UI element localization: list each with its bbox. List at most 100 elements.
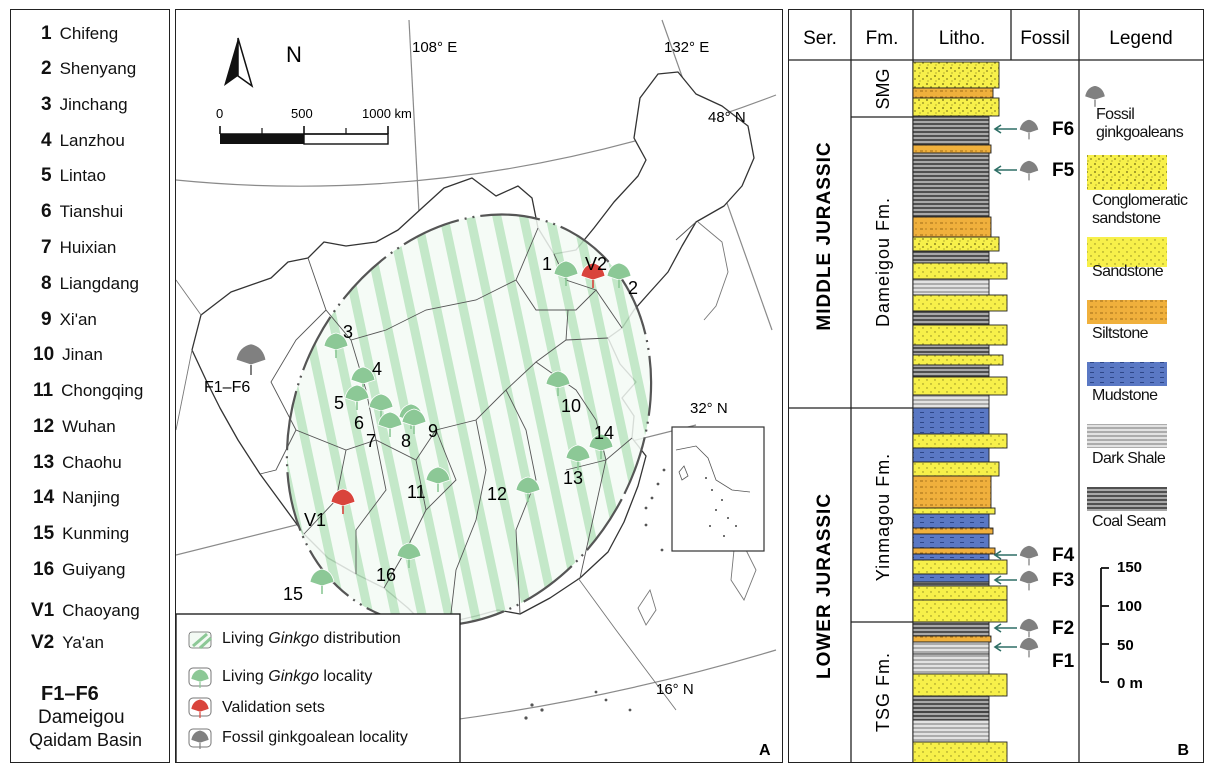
fossil-entry-basin: Qaidam Basin xyxy=(29,730,143,750)
bed-shale xyxy=(912,719,990,743)
series-lower-jurassic: LOWER JURASSIC xyxy=(814,493,835,679)
fossil-ginkgoalean-icon xyxy=(1019,618,1039,639)
site-label: 2 xyxy=(628,278,638,298)
fossil-arrow xyxy=(993,642,1017,652)
series-middle-jurassic: MIDDLE JURASSIC xyxy=(814,141,835,330)
thickness-tick: 100 xyxy=(1117,598,1142,615)
map-panel: N 0 500 1000 km 108° E 132° E 48° N 32° … xyxy=(175,9,783,763)
site-label: 7 xyxy=(366,431,376,451)
legend-label-shale: Dark Shale xyxy=(1092,450,1166,467)
north-label: N xyxy=(286,42,302,67)
site-label: 11 xyxy=(407,482,426,502)
bed-coal xyxy=(912,152,990,218)
stratigraphic-column-panel: Ser. Fm. Litho. Fossil Legend MIDDLE JUR… xyxy=(788,9,1204,763)
bed-sand xyxy=(912,262,1008,280)
legend-validation-icon xyxy=(190,698,210,718)
living-ginkgo-icon xyxy=(396,542,422,568)
legend-label-coal: Coal Seam xyxy=(1092,513,1166,530)
parallel-label: 16° N xyxy=(656,681,694,698)
legend-fossil-label: Fossil ginkgoalean locality xyxy=(222,729,408,746)
site-label: 3 xyxy=(343,322,353,342)
meridian-label: 132° E xyxy=(664,39,709,56)
bed-coal xyxy=(912,250,990,264)
header-lithology: Litho. xyxy=(939,28,985,49)
header-formation: Fm. xyxy=(866,28,899,49)
locality-list-item: V2 Ya'an xyxy=(31,632,104,653)
locality-list-panel: 1 Chifeng 2 Shenyang 3 Jinchang 4 Lanzhou 5 Linta… xyxy=(10,9,170,763)
locality-list-item: 4 Lanzhou xyxy=(41,130,125,151)
fossil-markers: F6 F5 F4 F3 F2 F1 xyxy=(993,119,1075,672)
bed-mud xyxy=(912,447,990,463)
validation-ginkgo-icon xyxy=(580,262,606,288)
header-fossil: Fossil xyxy=(1020,28,1070,49)
legend-swatch-shale xyxy=(1087,424,1167,448)
formation-smg: SMG xyxy=(873,68,893,109)
site-label: 10 xyxy=(561,396,581,416)
bed-sand xyxy=(912,354,1004,366)
bed-silt xyxy=(912,635,992,643)
locality-list-item: V1 Chaoyang xyxy=(31,600,140,621)
living-ginkgo-icon xyxy=(553,260,579,286)
locality-list-item: 5 Lintao xyxy=(41,165,106,186)
bed-coal xyxy=(912,621,990,637)
locality-list-item: 14 Nanjing xyxy=(33,487,120,508)
legend-fossil-icon xyxy=(190,729,210,749)
living-ginkgo-icon xyxy=(588,433,614,459)
legend-swatch-sand xyxy=(1087,237,1167,267)
bed-silt xyxy=(912,527,994,535)
meridian-label: 108° E xyxy=(412,39,457,56)
locality-list-item: 2 Shenyang xyxy=(41,58,137,79)
living-ginkgo-icon xyxy=(545,370,571,396)
province-boundaries xyxy=(259,221,697,623)
fossil-ginkgoalean-icon xyxy=(1019,570,1039,591)
validation-ginkgo-icon xyxy=(330,488,356,514)
south-china-sea-inset xyxy=(671,426,765,552)
locality-list-item: 12 Wuhan xyxy=(33,416,116,437)
legend-label-cong: Conglomeratic sandstone xyxy=(1092,192,1188,227)
bed-mud xyxy=(912,573,990,583)
fossil-ginkgoalean-icon xyxy=(235,343,267,375)
locality-list-item: 1 Chifeng xyxy=(41,23,119,44)
bed-sand xyxy=(912,461,1000,477)
fossil-arrow xyxy=(993,165,1017,175)
header-series: Ser. xyxy=(803,28,837,49)
stratigraphic-column: Ser. Fm. Litho. Fossil Legend MIDDLE JUR… xyxy=(789,10,1203,762)
ginkgo-distribution-boundary xyxy=(285,213,653,627)
bed-coal xyxy=(912,364,990,378)
living-ginkgo-icon xyxy=(515,476,541,502)
legend-label-mud: Mudstone xyxy=(1092,387,1158,404)
parallel-label: 32° N xyxy=(690,400,728,417)
living-ginkgo-icon xyxy=(606,262,632,288)
living-ginkgo-icon xyxy=(309,568,335,594)
map-scale-bar xyxy=(219,126,389,145)
fossil-level-label: F4 xyxy=(1052,545,1075,566)
fossil-entry-code: F1–F6 xyxy=(41,683,99,705)
bed-sand xyxy=(912,599,1008,623)
bed-coal xyxy=(912,711,990,721)
site-label: 12 xyxy=(487,484,507,504)
bed-coal xyxy=(912,116,990,146)
legend-living-ginkgo-icon xyxy=(190,668,210,688)
legend-locality-label: Living Ginkgo locality xyxy=(222,668,373,685)
locality-list-item: 7 Huixian xyxy=(41,237,117,258)
thickness-tick: 50 xyxy=(1117,637,1134,654)
fossil-level-label: F3 xyxy=(1052,570,1074,591)
map-scale-tick: 0 xyxy=(216,106,223,121)
bed-silt xyxy=(912,87,994,99)
fossil-level-label: F1 xyxy=(1052,651,1075,672)
legend-label-silt: Siltstone xyxy=(1092,325,1149,342)
site-label: 1 xyxy=(542,254,552,274)
fossil-ginkgoalean-icon xyxy=(1019,545,1039,566)
map-scale-tick: 500 xyxy=(291,106,313,121)
bed-shale xyxy=(912,394,990,409)
bed-coal xyxy=(912,344,990,356)
site-label: 13 xyxy=(563,468,583,488)
legend-label-sand: Sandstone xyxy=(1092,263,1164,280)
site-label: V1 xyxy=(304,510,326,530)
fossil-ginkgoalean-icon xyxy=(1019,119,1039,140)
legend-swatch-silt xyxy=(1087,300,1167,324)
parallel-label: 48° N xyxy=(708,109,746,126)
locality-list-item: 13 Chaohu xyxy=(33,452,122,473)
fossil-arrow xyxy=(993,623,1017,633)
bed-silt xyxy=(912,144,992,154)
